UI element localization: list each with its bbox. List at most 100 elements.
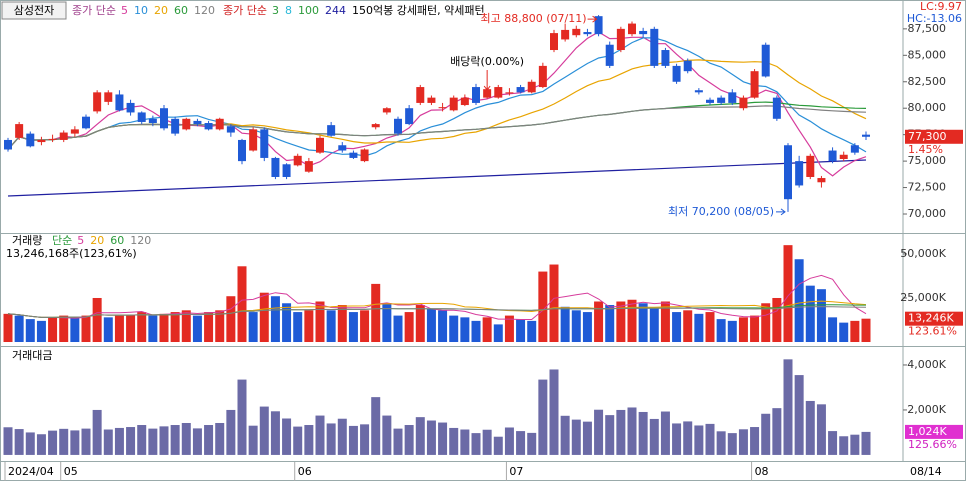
candle-body xyxy=(215,118,224,130)
amount-bar xyxy=(649,418,659,455)
candle-body xyxy=(171,118,180,134)
amount-bar xyxy=(482,429,492,455)
x-tick-label: 08 xyxy=(755,465,769,478)
volume-bar xyxy=(471,320,481,343)
amount-bar xyxy=(382,415,392,455)
y-tick-label: 50,000K xyxy=(900,247,946,260)
candle-body xyxy=(48,138,57,140)
candle-body xyxy=(260,129,269,158)
volume-bar xyxy=(137,312,147,343)
amount-bar xyxy=(415,417,425,455)
candle-body xyxy=(561,29,570,40)
volume-bar xyxy=(672,312,682,343)
volume-bar xyxy=(560,306,570,343)
volume-bar xyxy=(449,315,459,343)
moving-average xyxy=(7,105,867,150)
amount-title: 거래대금 xyxy=(12,349,52,362)
candle-body xyxy=(449,97,458,111)
volume-bar xyxy=(382,303,392,343)
candle-body xyxy=(182,118,191,130)
amount-bar xyxy=(582,421,592,455)
volume-bar xyxy=(304,310,314,343)
volume-bar xyxy=(727,320,737,343)
candle-body xyxy=(639,30,648,35)
arrow xyxy=(587,15,598,23)
legend-pattern: 150억봉 강세패턴, 약세패턴 xyxy=(352,3,485,17)
candle-body xyxy=(59,132,68,140)
candle-body xyxy=(672,65,681,82)
volume-bar xyxy=(750,315,760,343)
amount-bar xyxy=(672,423,682,455)
volume-bar xyxy=(861,318,871,343)
moving-average xyxy=(7,31,867,177)
legend-period: 100 xyxy=(298,4,319,17)
candle-body xyxy=(382,108,391,113)
candle-body xyxy=(327,125,336,136)
candle-body xyxy=(505,92,514,94)
value-box-pct: 123.61% xyxy=(908,325,957,338)
candle-body xyxy=(750,71,759,98)
value-box-label: 1,024K xyxy=(908,425,947,438)
volume-bar xyxy=(337,305,347,343)
candle-body xyxy=(761,44,770,77)
candle-body xyxy=(795,161,804,186)
hc-label: HC:-13.06 xyxy=(907,12,962,25)
volume-bar xyxy=(482,317,492,343)
candle-body xyxy=(438,107,447,109)
volume-bar xyxy=(538,271,548,343)
amount-bar xyxy=(337,418,347,455)
amount-bar xyxy=(549,369,559,455)
amount-bar xyxy=(504,427,514,455)
volume-bar xyxy=(460,317,470,343)
volume-bar xyxy=(649,308,659,343)
amount-bar xyxy=(493,436,503,455)
y-tick-label: 70,000 xyxy=(908,207,947,220)
legend-period: 120 xyxy=(130,234,151,247)
volume-bar xyxy=(816,289,826,343)
volume-bar xyxy=(192,315,202,343)
volume-bar xyxy=(282,303,292,343)
volume-bar xyxy=(582,312,592,343)
legend-period: 244 xyxy=(325,4,346,17)
volume-bar xyxy=(549,264,559,343)
y-tick-label: 25,000K xyxy=(900,291,946,304)
amount-bar xyxy=(527,432,537,455)
candle-body xyxy=(661,50,670,66)
amount-bar xyxy=(248,425,258,455)
amount-bar xyxy=(48,430,58,455)
volume-bar xyxy=(660,301,670,343)
candle-body xyxy=(160,108,168,129)
amount-bar xyxy=(816,404,826,455)
candle-body xyxy=(226,126,235,133)
y-tick-label: 82,500 xyxy=(908,75,947,88)
amount-bar xyxy=(25,432,35,455)
amount-bar xyxy=(594,409,604,455)
y-tick-label: 87,500 xyxy=(908,22,947,35)
amount-bar xyxy=(170,425,180,455)
volume-bar xyxy=(237,266,247,343)
volume-bar xyxy=(159,313,169,343)
volume-bar xyxy=(148,315,158,343)
amount-bar xyxy=(36,434,46,455)
volume-bar xyxy=(170,312,180,343)
volume-bar xyxy=(25,319,35,343)
amount-bar xyxy=(426,420,436,455)
amount-bar xyxy=(471,433,481,455)
candle-body xyxy=(349,152,358,158)
x-tick-label: 06 xyxy=(298,465,312,478)
amount-bar xyxy=(761,413,771,455)
candle-body xyxy=(550,33,558,51)
volume-bar xyxy=(683,310,693,343)
legend-period: 20 xyxy=(154,4,168,17)
candle-body xyxy=(628,23,636,35)
legend-period: 8 xyxy=(285,4,292,17)
amount-bar xyxy=(560,415,570,455)
amount-bar xyxy=(304,425,314,455)
value-box-pct: 125.66% xyxy=(908,438,957,451)
volume-bar xyxy=(850,320,860,343)
volume-bar xyxy=(627,299,637,343)
volume-bar xyxy=(493,324,503,343)
candle-body xyxy=(839,154,848,159)
x-tick-label: 2024/04 xyxy=(8,465,54,478)
